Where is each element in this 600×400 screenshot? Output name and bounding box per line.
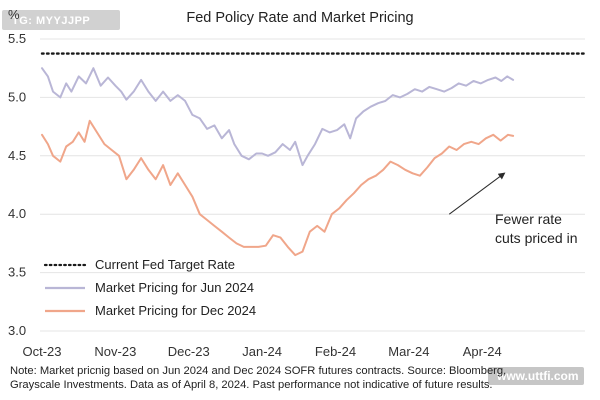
y-axis-label: % [8, 7, 20, 22]
watermark: www.uttfi.com [496, 369, 579, 383]
y-tick-label: 3.0 [8, 323, 26, 338]
x-tick-label: Feb-24 [315, 344, 356, 359]
annotation-line-2: cuts priced in [495, 230, 577, 246]
y-tick-label: 5.5 [8, 31, 26, 46]
annotation: Fewer rate cuts priced in [448, 172, 577, 246]
annotation-arrow [448, 172, 506, 215]
y-tick-label: 4.5 [8, 148, 26, 163]
x-tick-label: Nov-23 [94, 344, 136, 359]
chart-title: Fed Policy Rate and Market Pricing [186, 10, 413, 26]
legend-label-dec: Market Pricing for Dec 2024 [95, 303, 256, 318]
y-tick-label: 4.0 [8, 206, 26, 221]
x-tick-label: Dec-23 [168, 344, 210, 359]
y-tick-label: 3.5 [8, 265, 26, 280]
y-tick-label: 5.0 [8, 89, 26, 104]
x-axis-ticks: Oct-23 Nov-23 Dec-23 Jan-24 Feb-24 Mar-24 Apr-… [22, 344, 501, 359]
series-line-dec [41, 119, 515, 257]
footnote: Note: Market pricnig based on Jun 2024 a… [10, 364, 595, 392]
annotation-line-1: Fewer rate [495, 211, 562, 227]
gridlines [40, 38, 585, 332]
footnote-line-2: Grayscale Investments. Data as of April … [10, 379, 493, 391]
x-tick-label: Apr-24 [463, 344, 502, 359]
tag-badge-bg [2, 10, 120, 30]
legend-label-target: Current Fed Target Rate [95, 257, 235, 272]
legend: Current Fed Target Rate Market Pricing f… [43, 257, 256, 318]
legend-label-jun: Market Pricing for Jun 2024 [95, 280, 254, 295]
watermark-bg [488, 367, 584, 385]
series-group [40, 52, 587, 257]
x-tick-label: Mar-24 [388, 344, 429, 359]
x-tick-label: Oct-23 [22, 344, 61, 359]
footnote-line-1: Note: Market pricnig based on Jun 2024 a… [10, 365, 507, 377]
x-tick-label: Jan-24 [242, 344, 282, 359]
y-axis-ticks: 3.0 3.5 4.0 4.5 5.0 5.5 [8, 31, 26, 338]
series-line-jun [41, 67, 515, 167]
tag-badge: TG: MYYJJPP [12, 15, 90, 27]
